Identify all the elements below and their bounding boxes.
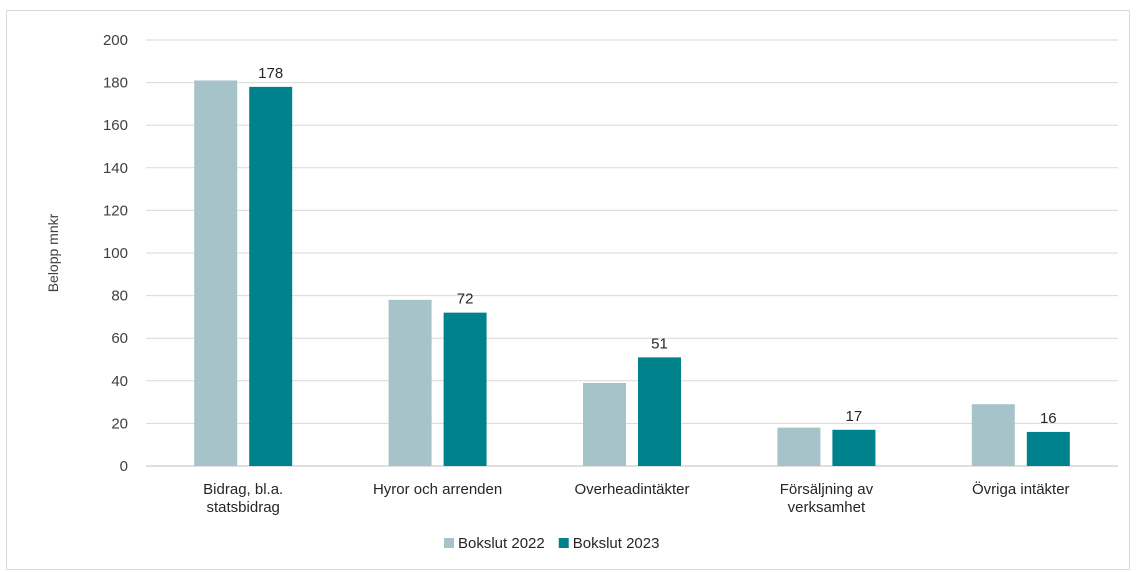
legend-swatch [558, 538, 569, 548]
category-label: Overheadintäkter [574, 481, 689, 498]
y-tick-label: 160 [103, 117, 128, 134]
category-label: Försäljning av [780, 481, 874, 498]
data-label: 178 [258, 65, 283, 82]
category-label: Hyror och arrenden [373, 481, 502, 498]
legend-label: Bokslut 2023 [573, 535, 660, 552]
y-tick-label: 200 [103, 32, 128, 49]
bar [249, 86, 293, 467]
bar [388, 299, 432, 466]
bar [1026, 431, 1070, 466]
bar [583, 382, 626, 466]
data-label: 72 [457, 291, 474, 308]
data-label: 17 [846, 408, 863, 425]
category-label: Bidrag, bl.a. [203, 481, 283, 498]
y-tick-label: 20 [111, 415, 128, 432]
legend-label: Bokslut 2022 [458, 535, 545, 552]
bar [638, 357, 681, 466]
y-tick-label: 80 [111, 288, 128, 305]
y-axis-title: Belopp mnkr [45, 213, 61, 292]
y-tick-label: 120 [103, 202, 128, 219]
data-label: 51 [651, 335, 668, 352]
bar [971, 404, 1015, 466]
y-tick-label: 140 [103, 160, 128, 177]
bar [777, 427, 821, 466]
y-tick-label: 100 [103, 245, 128, 262]
bar [832, 429, 876, 466]
category-label: statsbidrag [207, 499, 280, 516]
y-tick-label: 60 [111, 330, 128, 347]
bar [443, 312, 487, 466]
y-tick-label: 0 [120, 458, 128, 475]
y-tick-label: 180 [103, 75, 128, 92]
bar [194, 80, 238, 466]
legend-swatch [444, 538, 454, 548]
category-label: Övriga intäkter [972, 480, 1070, 498]
data-label: 16 [1040, 410, 1057, 427]
chart-frame [6, 10, 1130, 570]
category-label: verksamhet [788, 499, 866, 516]
y-tick-label: 40 [111, 373, 128, 390]
